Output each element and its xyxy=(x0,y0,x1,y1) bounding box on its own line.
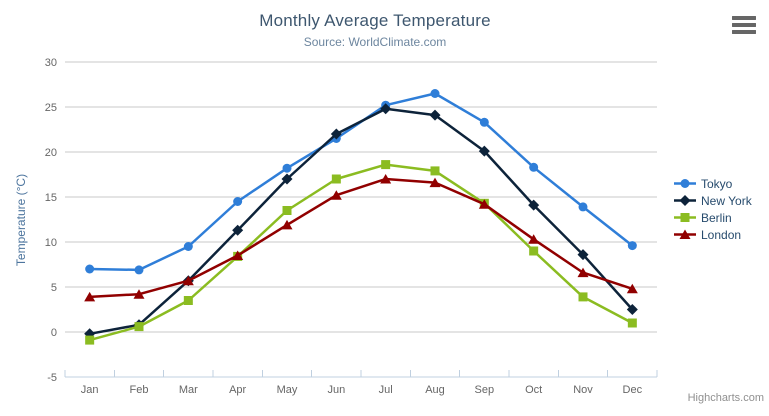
legend-item-label: Berlin xyxy=(701,210,732,225)
series-marker-tokyo-icon xyxy=(627,241,637,251)
legend-symbol-berlin-icon xyxy=(680,213,690,222)
series-marker-tokyo-icon xyxy=(479,117,489,127)
series-marker-tokyo-icon xyxy=(282,163,292,173)
series-marker-tokyo-icon xyxy=(529,162,539,172)
series-marker-berlin-icon xyxy=(183,296,193,305)
x-axis-tick-label: Sep xyxy=(475,384,495,396)
series-line-new-york xyxy=(88,107,634,336)
y-axis-tick-label: 30 xyxy=(45,57,57,69)
series-marker-tokyo-icon xyxy=(233,197,243,206)
y-axis-tick-label: -5 xyxy=(47,372,57,384)
legend: Tokyo New York Berlin London xyxy=(674,175,752,243)
series-marker-london-icon xyxy=(281,219,293,230)
series-marker-new-york-icon xyxy=(330,128,342,140)
x-axis-tick-label: Oct xyxy=(525,384,542,396)
series-marker-new-york-icon xyxy=(429,109,441,121)
series-marker-berlin-icon xyxy=(282,206,292,215)
series-marker-london-icon xyxy=(577,267,589,278)
y-axis-title-wrap: Temperature (°C) xyxy=(12,62,30,377)
x-axis-tick-label: Jul xyxy=(379,384,393,396)
x-axis-tick-label: Jun xyxy=(327,384,345,396)
x-axis-tick-label: Nov xyxy=(573,384,593,396)
series-marker-berlin-icon xyxy=(134,322,144,332)
legend-symbol-london-icon xyxy=(679,229,691,239)
series-marker-london-icon xyxy=(84,291,96,302)
series-marker-london-icon xyxy=(528,234,540,244)
series-line-berlin xyxy=(88,163,634,342)
x-axis-tick-label: Jan xyxy=(81,384,99,396)
series-marker-london-icon xyxy=(626,283,638,294)
credits-link[interactable]: Highcharts.com xyxy=(687,392,764,404)
x-axis-tick-label: May xyxy=(277,384,298,396)
series-line-tokyo xyxy=(88,92,634,272)
chart-subtitle: Source: WorldClimate.com xyxy=(303,35,447,49)
series-marker-tokyo-icon xyxy=(134,265,144,275)
series-marker-berlin-icon xyxy=(381,160,391,170)
legend-marker-berlin-icon xyxy=(674,213,696,222)
series-marker-london-icon xyxy=(429,177,441,188)
x-axis-tick-label: Dec xyxy=(623,384,643,396)
y-axis-tick-label: 0 xyxy=(51,327,57,339)
series-marker-new-york-icon xyxy=(528,199,540,211)
legend-symbol-new-york-icon xyxy=(679,195,691,206)
legend-marker-london-icon xyxy=(674,229,696,239)
series-marker-new-york-icon xyxy=(626,304,638,315)
legend-symbol-tokyo-icon xyxy=(680,179,690,188)
series-marker-berlin-icon xyxy=(85,335,95,345)
y-axis-title: Temperature (°C) xyxy=(14,173,28,266)
export-menu-button[interactable] xyxy=(730,13,758,37)
x-axis-tick-label: Mar xyxy=(179,384,198,396)
legend-item-label: London xyxy=(701,227,742,242)
legend-marker-new-york-icon xyxy=(674,195,696,206)
series-marker-tokyo-icon xyxy=(578,202,588,212)
series-tokyo xyxy=(85,89,637,275)
legend-marker-tokyo-icon xyxy=(674,179,696,188)
series-marker-new-york-icon xyxy=(577,249,589,261)
series-marker-london-icon xyxy=(232,250,244,260)
y-axis-tick-label: 10 xyxy=(45,237,57,249)
hamburger-icon xyxy=(732,16,756,34)
series-line-london xyxy=(88,177,634,299)
series-marker-london-icon xyxy=(330,190,342,200)
legend-item-berlin[interactable]: Berlin xyxy=(674,209,752,226)
series-marker-berlin-icon xyxy=(578,292,588,302)
x-axis-tick-label: Feb xyxy=(130,384,149,396)
chart-title: Monthly Average Temperature xyxy=(259,11,491,30)
x-axis-tick-label: Aug xyxy=(425,384,445,396)
series-marker-berlin-icon xyxy=(430,166,440,176)
series-marker-tokyo-icon xyxy=(85,264,95,274)
series-marker-new-york-icon xyxy=(380,103,392,115)
y-axis-tick-label: 20 xyxy=(45,147,57,159)
series-london xyxy=(84,174,638,302)
series-marker-tokyo-icon xyxy=(430,89,440,98)
series-marker-london-icon xyxy=(478,199,490,209)
series-marker-new-york-icon xyxy=(232,224,244,236)
series-new-york xyxy=(84,103,638,340)
legend-item-london[interactable]: London xyxy=(674,226,752,243)
legend-item-label: New York xyxy=(701,193,752,208)
legend-item-tokyo[interactable]: Tokyo xyxy=(674,175,752,192)
series-marker-london-icon xyxy=(380,174,392,184)
y-axis-tick-label: 5 xyxy=(51,282,57,294)
series-marker-berlin-icon xyxy=(529,246,539,256)
legend-item-new-york[interactable]: New York xyxy=(674,192,752,209)
series-marker-london-icon xyxy=(182,275,194,286)
y-axis-tick-label: 15 xyxy=(45,192,57,204)
x-axis-tick-label: Apr xyxy=(229,384,246,396)
y-axis-tick-label: 25 xyxy=(45,102,57,114)
series-marker-new-york-icon xyxy=(478,145,490,157)
series-marker-london-icon xyxy=(133,289,145,299)
series-marker-berlin-icon xyxy=(627,318,637,328)
legend-item-label: Tokyo xyxy=(701,176,733,191)
series-marker-new-york-icon xyxy=(281,173,293,185)
series-marker-berlin-icon xyxy=(331,174,341,184)
series-marker-tokyo-icon xyxy=(183,242,193,251)
